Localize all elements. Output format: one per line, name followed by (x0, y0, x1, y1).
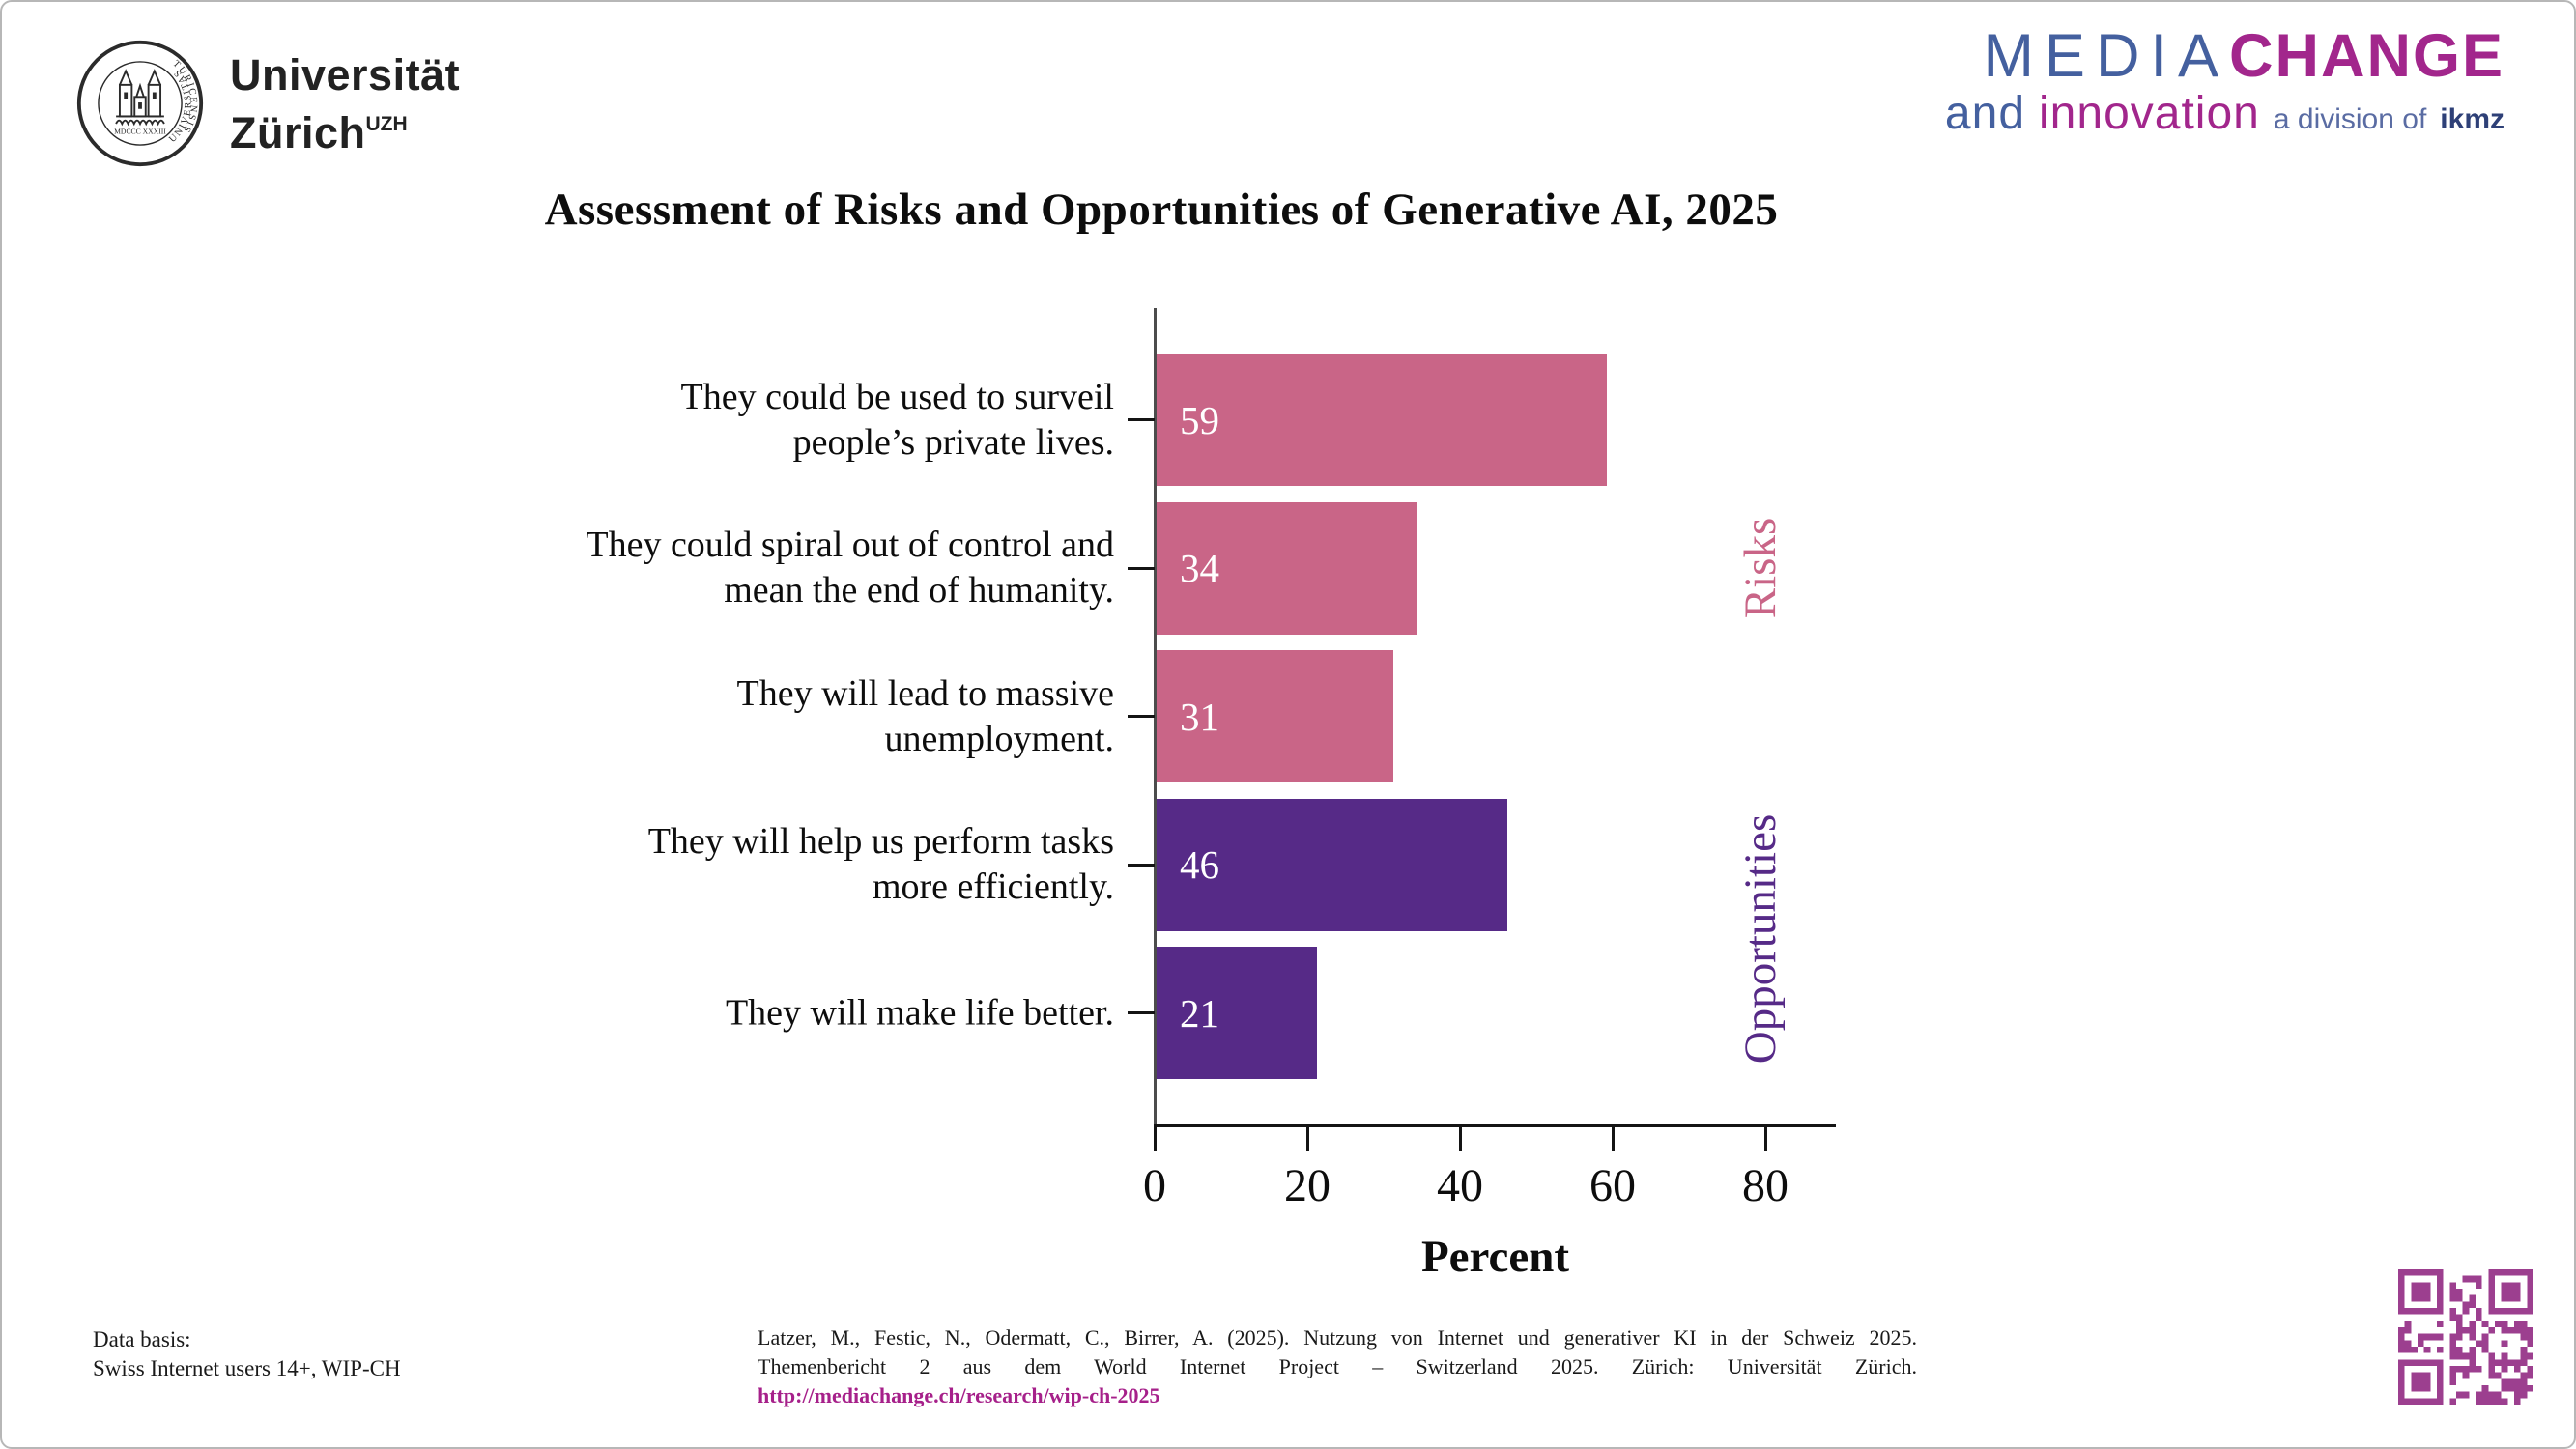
x-axis-tick (1305, 1126, 1309, 1151)
x-tick-label: 40 (1437, 1160, 1483, 1211)
mediachange-logo: MEDIACHANGE and innovation a division of… (1945, 26, 2504, 140)
bar-value-label: 21 (1180, 990, 1219, 1036)
x-axis-title: Percent (1420, 1232, 1570, 1282)
data-basis-line2: Swiss Internet users 14+, WIP-CH (93, 1356, 401, 1380)
uzh-name-line2: ZürichUZH (230, 107, 408, 157)
category-label-line: They could spiral out of control and (586, 525, 1114, 565)
bar: 46 (1157, 798, 1508, 931)
category-label-line: mean the end of humanity. (724, 570, 1114, 611)
mediachange-wordmark: MEDIACHANGE (1945, 26, 2504, 87)
media-word: MEDIA (1983, 22, 2229, 90)
bar-value-label: 31 (1180, 694, 1219, 739)
citation: Latzer, M., Festic, N., Odermatt, C., Bi… (758, 1323, 1917, 1410)
x-axis-tick (1763, 1126, 1767, 1151)
x-axis-tick (1611, 1126, 1615, 1151)
category-label-line: They will help us perform tasks (647, 821, 1114, 862)
category-label-line: unemployment. (884, 718, 1114, 759)
x-tick-label: 60 (1589, 1160, 1636, 1211)
x-axis-tick (1153, 1126, 1157, 1151)
category-label: They will lead to massive unemployment. (225, 671, 1114, 762)
category-label-line: They will make life better. (725, 992, 1114, 1033)
category-tick (1128, 418, 1155, 421)
category-label-line: more efficiently. (872, 867, 1114, 907)
x-axis-tick (1458, 1126, 1462, 1151)
citation-link[interactable]: http://mediachange.ch/research/wip-ch-20… (758, 1383, 1160, 1407)
bar-value-label: 34 (1180, 546, 1219, 590)
group-label-opportunities: Opportunities (1735, 813, 1786, 1064)
division-text: a division of (2273, 103, 2427, 135)
citation-line2: Themenbericht 2 aus dem World Internet P… (758, 1354, 1917, 1378)
and-word: and (1944, 88, 2026, 139)
bar-value-label: 59 (1180, 397, 1219, 442)
category-label-line: They could be used to surveil (680, 376, 1114, 417)
x-tick-label: 80 (1742, 1160, 1789, 1211)
change-word: CHANGE (2228, 22, 2504, 90)
category-label: They will help us perform tasks more effi… (225, 819, 1114, 910)
bar: 31 (1157, 650, 1393, 782)
x-tick-label: 0 (1143, 1160, 1166, 1211)
mediachange-subline: and innovation a division of ikmz (1945, 87, 2504, 140)
uzh-sup: UZH (365, 112, 408, 135)
category-label-line: people’s private lives. (792, 421, 1114, 463)
uzh-wordmark: Universität ZürichUZH (230, 50, 460, 157)
data-basis: Data basis: Swiss Internet users 14+, WI… (93, 1325, 401, 1383)
chart-title: Assessment of Risks and Opportunities of… (544, 185, 1779, 235)
data-basis-line1: Data basis: (93, 1327, 191, 1351)
uzh-seal-icon: UNIVERSITAS TURICENSIS MDCCC XXXIII (76, 40, 204, 167)
category-label: They will make life better. (225, 990, 1114, 1036)
group-label-risks: Risks (1735, 517, 1786, 619)
uzh-logo: UNIVERSITAS TURICENSIS MDCCC XXXIII (75, 39, 460, 168)
category-tick (1128, 715, 1155, 718)
svg-text:MDCCC XXXIII: MDCCC XXXIII (114, 128, 166, 136)
category-tick (1128, 566, 1155, 570)
bar-value-label: 46 (1180, 842, 1219, 887)
category-tick (1128, 863, 1155, 867)
y-axis (1154, 308, 1157, 1124)
category-label-line: They will lead to massive (736, 672, 1114, 714)
x-tick-label: 20 (1284, 1160, 1331, 1211)
ikmz-word: ikmz (2440, 103, 2504, 135)
category-label: They could spiral out of control and mean… (225, 523, 1114, 613)
qr-code (2398, 1269, 2533, 1405)
citation-line1: Latzer, M., Festic, N., Odermatt, C., Bi… (758, 1325, 1917, 1350)
category-tick (1128, 1011, 1155, 1014)
x-axis (1154, 1124, 1836, 1127)
innovation-word: innovation (2039, 88, 2260, 139)
uzh-name-line1: Universität (230, 49, 461, 99)
bar: 21 (1157, 947, 1317, 1079)
bar: 34 (1157, 501, 1417, 635)
bar: 59 (1157, 354, 1608, 486)
category-label: They could be used to surveil people’s pr… (225, 375, 1114, 466)
